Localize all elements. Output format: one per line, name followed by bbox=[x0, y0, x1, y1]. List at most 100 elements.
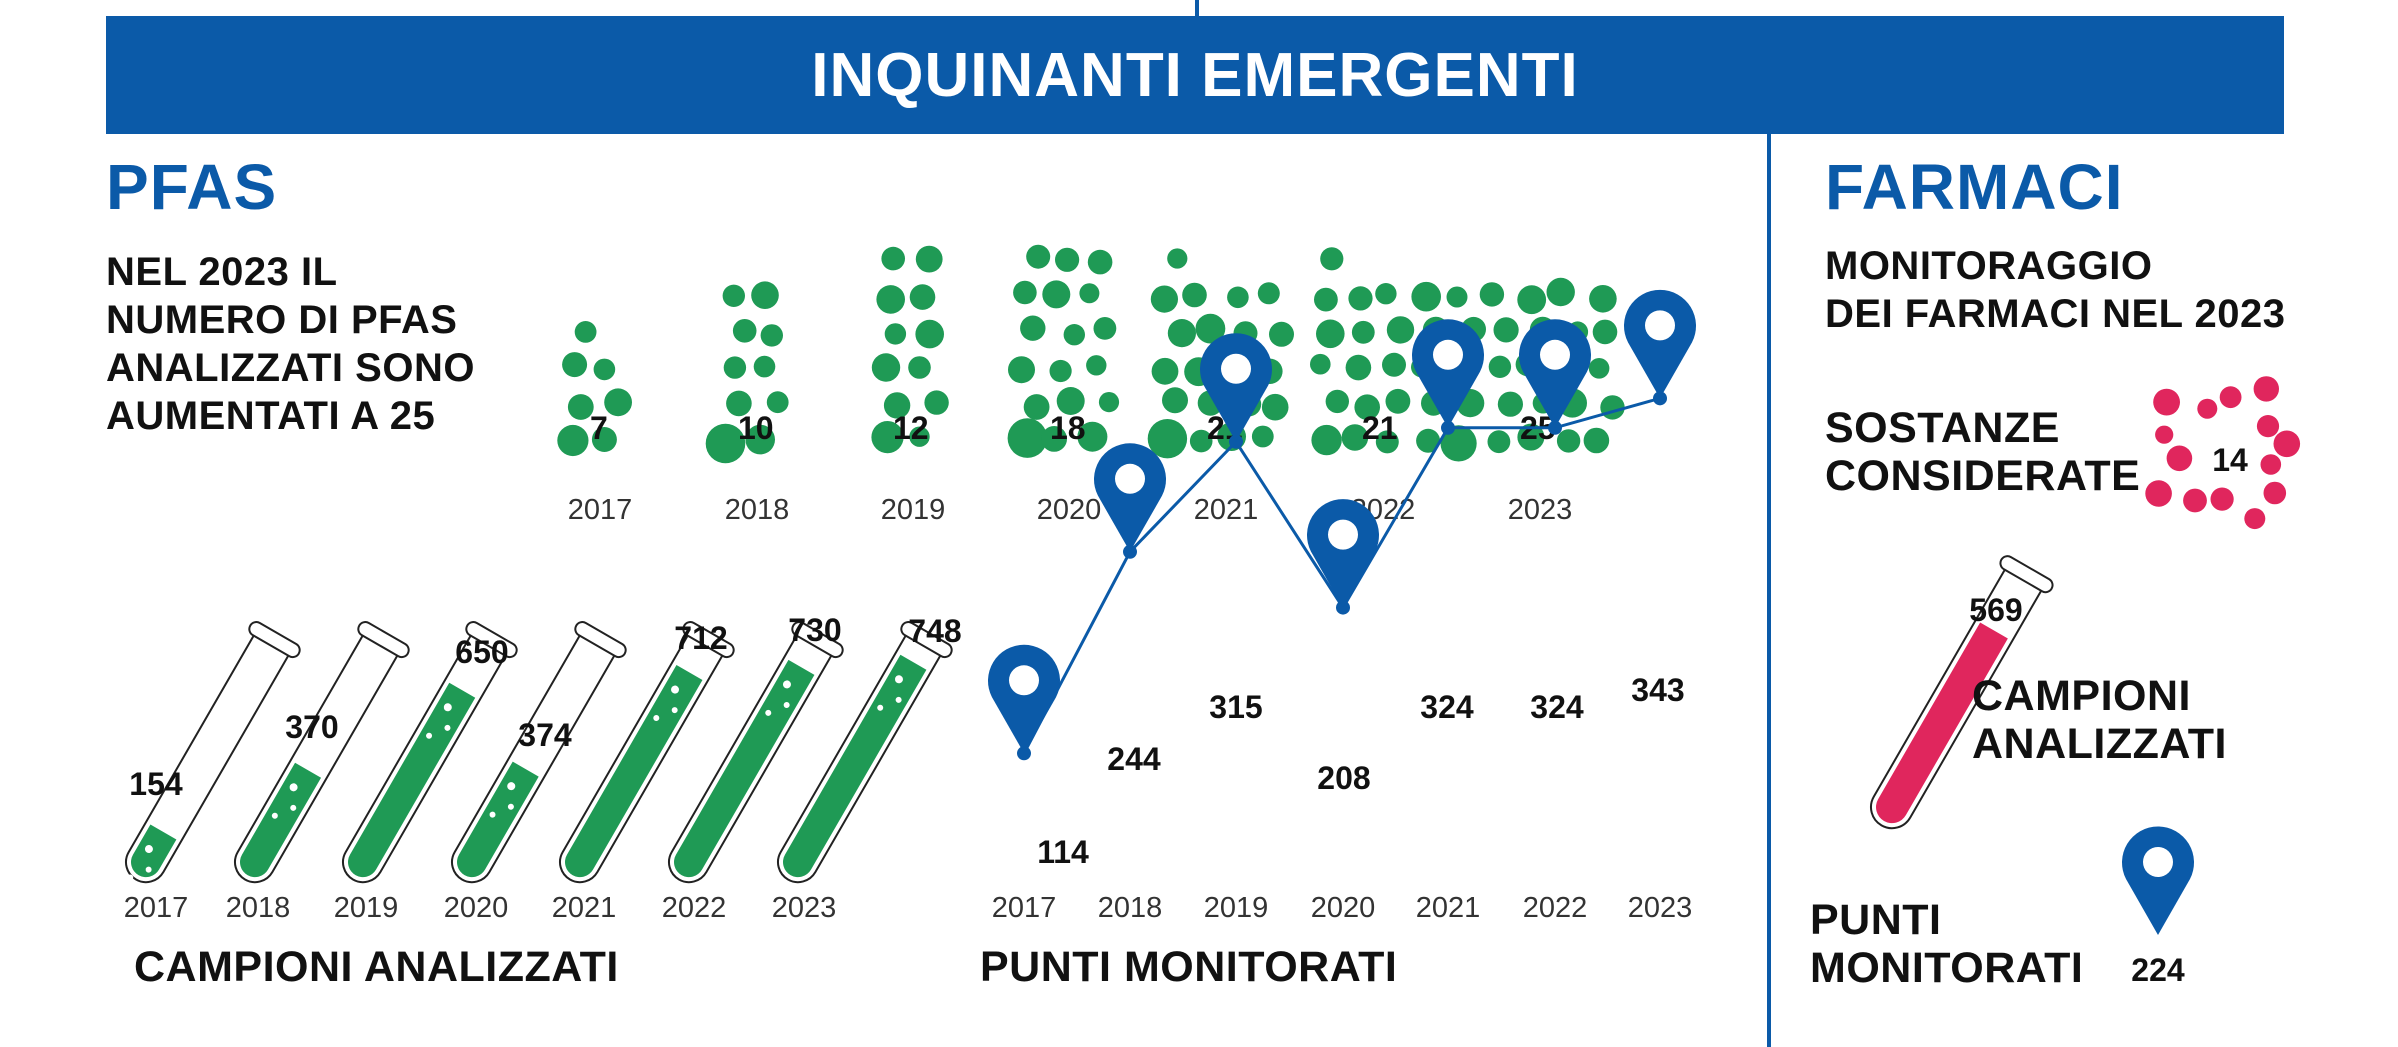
pfas-analyzed-dot bbox=[883, 392, 911, 419]
pfas-samples-year: 2017 bbox=[123, 892, 189, 924]
pfas-analyzed-dot bbox=[1077, 421, 1108, 452]
pfas-analyzed-dot bbox=[1182, 282, 1207, 308]
pfas-analyzed-dot bbox=[1261, 393, 1289, 421]
pfas-samples-caption: CAMPIONI ANALIZZATI bbox=[134, 943, 619, 991]
pfas-analyzed-year: 2019 bbox=[880, 494, 946, 526]
farmaci-substance-dot bbox=[2197, 398, 2218, 419]
pfas-analyzed-dot bbox=[745, 424, 775, 455]
pfas-analyzed-dot bbox=[1345, 354, 1372, 381]
pfas-analyzed-dot bbox=[1251, 425, 1274, 448]
farmaci-points-label: PUNTI MONITORATI bbox=[1810, 896, 2083, 992]
farmaci-substance-dot bbox=[2145, 480, 2172, 507]
farmaci-sample-tube bbox=[1870, 555, 2054, 830]
pfas-analyzed-label: 10 bbox=[738, 410, 774, 446]
pfas-analyzed-dot bbox=[732, 319, 757, 343]
pfas-analyzed-dot bbox=[1386, 316, 1415, 344]
pfas-points-label: 244 bbox=[1107, 741, 1161, 777]
pfas-analyzed-dot bbox=[1042, 280, 1071, 309]
pfas-analyzed-dot bbox=[1151, 357, 1179, 385]
pfas-analyzed-dot bbox=[871, 353, 901, 382]
farmaci-subtitle: MONITORAGGIO DEI FARMACI NEL 2023 bbox=[1825, 242, 2286, 338]
farmaci-points-value: 224 bbox=[2131, 952, 2185, 988]
pfas-analyzed-dot bbox=[1007, 418, 1048, 458]
pfas-analyzed-dot bbox=[1195, 313, 1226, 344]
pfas-analyzed-dot bbox=[1079, 283, 1100, 304]
farmaci-substance-dot bbox=[2153, 388, 2181, 416]
farmaci-substances-label-line-2: CONSIDERATE bbox=[1825, 452, 2141, 500]
pfas-analyzed-dot bbox=[1269, 321, 1294, 347]
section-divider bbox=[1767, 134, 1771, 1047]
pfas-analyzed-dot bbox=[1008, 356, 1035, 384]
pfas-points-caption: PUNTI MONITORATI bbox=[980, 943, 1398, 991]
pfas-analyzed-year: 2020 bbox=[1036, 494, 1102, 526]
farmaci-samples-label: CAMPIONI ANALIZZATI bbox=[1972, 672, 2227, 768]
pfas-analyzed-dot bbox=[751, 281, 779, 310]
pfas-analyzed-label: 18 bbox=[1050, 410, 1086, 446]
pfas-analyzed-dot bbox=[1311, 424, 1342, 456]
pfas-analyzed-dot bbox=[1310, 353, 1331, 375]
pfas-analyzed-dot bbox=[1087, 249, 1113, 275]
farmaci-substance-dot bbox=[2244, 508, 2266, 530]
farmaci-substance-dot bbox=[2263, 481, 2287, 505]
farmaci-substances-dots bbox=[2145, 376, 2301, 530]
farmaci-substance-dot bbox=[2210, 487, 2234, 511]
pfas-analyzed-dot bbox=[1063, 324, 1086, 346]
page-title: INQUINANTI EMERGENTI bbox=[811, 40, 1579, 110]
pfas-analyzed-dot bbox=[1098, 392, 1120, 413]
pfas-points-label: 315 bbox=[1209, 689, 1263, 725]
farmaci-substance-dot bbox=[2256, 415, 2280, 438]
pfas-samples-label: 730 bbox=[788, 612, 842, 648]
pfas-analyzed-dot bbox=[1517, 423, 1545, 451]
pfas-intro-line-4: AUMENTATI A 25 bbox=[106, 394, 436, 438]
farmaci-title: FARMACI bbox=[1825, 151, 2124, 223]
farmaci-substances-value: 14 bbox=[2212, 442, 2248, 478]
pfas-intro: NEL 2023 IL NUMERO DI PFAS ANALIZZATI SO… bbox=[106, 248, 475, 440]
pfas-analyzed-dot bbox=[915, 245, 943, 273]
pfas-analyzed-dot bbox=[884, 323, 907, 345]
pfas-analyzed-dot bbox=[726, 390, 752, 417]
pfas-samples-label: 374 bbox=[518, 717, 572, 753]
pfas-sample-tube-fill bbox=[348, 682, 476, 878]
pfas-analyzed-dot bbox=[1314, 287, 1338, 312]
location-pin-icon bbox=[1519, 319, 1591, 428]
pfas-points-year: 2020 bbox=[1310, 892, 1376, 924]
pfas-sample-tube bbox=[342, 621, 518, 884]
pfas-analyzed-dot bbox=[909, 284, 936, 310]
farmaci-points-label-line-1: PUNTI bbox=[1810, 896, 1942, 944]
pfas-analyzed-dot bbox=[1416, 428, 1441, 453]
farmaci-points-label-line-2: MONITORATI bbox=[1810, 944, 2084, 992]
pfas-points-year: 2022 bbox=[1522, 892, 1588, 924]
pfas-analyzed-dot bbox=[1517, 285, 1547, 315]
pfas-analyzed-dot bbox=[1487, 430, 1511, 454]
pfas-sample-tube-fill bbox=[457, 761, 539, 878]
pfas-sample-tube-fill bbox=[240, 762, 322, 878]
pfas-analyzed-dot bbox=[1382, 352, 1406, 377]
pfas-analyzed-dot bbox=[1497, 391, 1523, 417]
pfas-samples-year: 2022 bbox=[661, 892, 727, 924]
pfas-analyzed-dot bbox=[1013, 280, 1037, 305]
header-banner bbox=[106, 16, 2284, 134]
pfas-intro-line-2: NUMERO DI PFAS bbox=[106, 298, 458, 342]
location-pin-icon bbox=[1624, 289, 1696, 399]
pfas-sample-tube-fill bbox=[565, 665, 703, 878]
pfas-analyzed-dot bbox=[908, 356, 931, 379]
pfas-analyzed-dot bbox=[924, 390, 949, 415]
pfas-analyzed-dot bbox=[1325, 389, 1350, 414]
pfas-analyzed-dot bbox=[1592, 319, 1618, 345]
pfas-sample-tube-fill bbox=[783, 654, 927, 878]
pfas-analyzed-dot bbox=[557, 424, 589, 457]
pfas-analyzed-dot bbox=[1354, 394, 1380, 421]
pfas-analyzed-dot bbox=[1227, 286, 1249, 309]
pfas-analyzed-dot bbox=[1411, 281, 1441, 312]
pfas-points-label: 208 bbox=[1317, 760, 1371, 796]
farmaci-substance-dot bbox=[2219, 386, 2242, 409]
pfas-analyzed-dot bbox=[1375, 430, 1399, 454]
pfas-analyzed-dot bbox=[1341, 424, 1369, 451]
farmaci-substance-dot bbox=[2183, 488, 2207, 513]
pfas-analyzed-dot bbox=[1086, 355, 1107, 376]
pfas-title: PFAS bbox=[106, 151, 278, 223]
pfas-points-label: 324 bbox=[1420, 689, 1474, 725]
pfas-samples-label: 154 bbox=[129, 766, 183, 802]
farmaci-substance-dot bbox=[2166, 445, 2193, 472]
